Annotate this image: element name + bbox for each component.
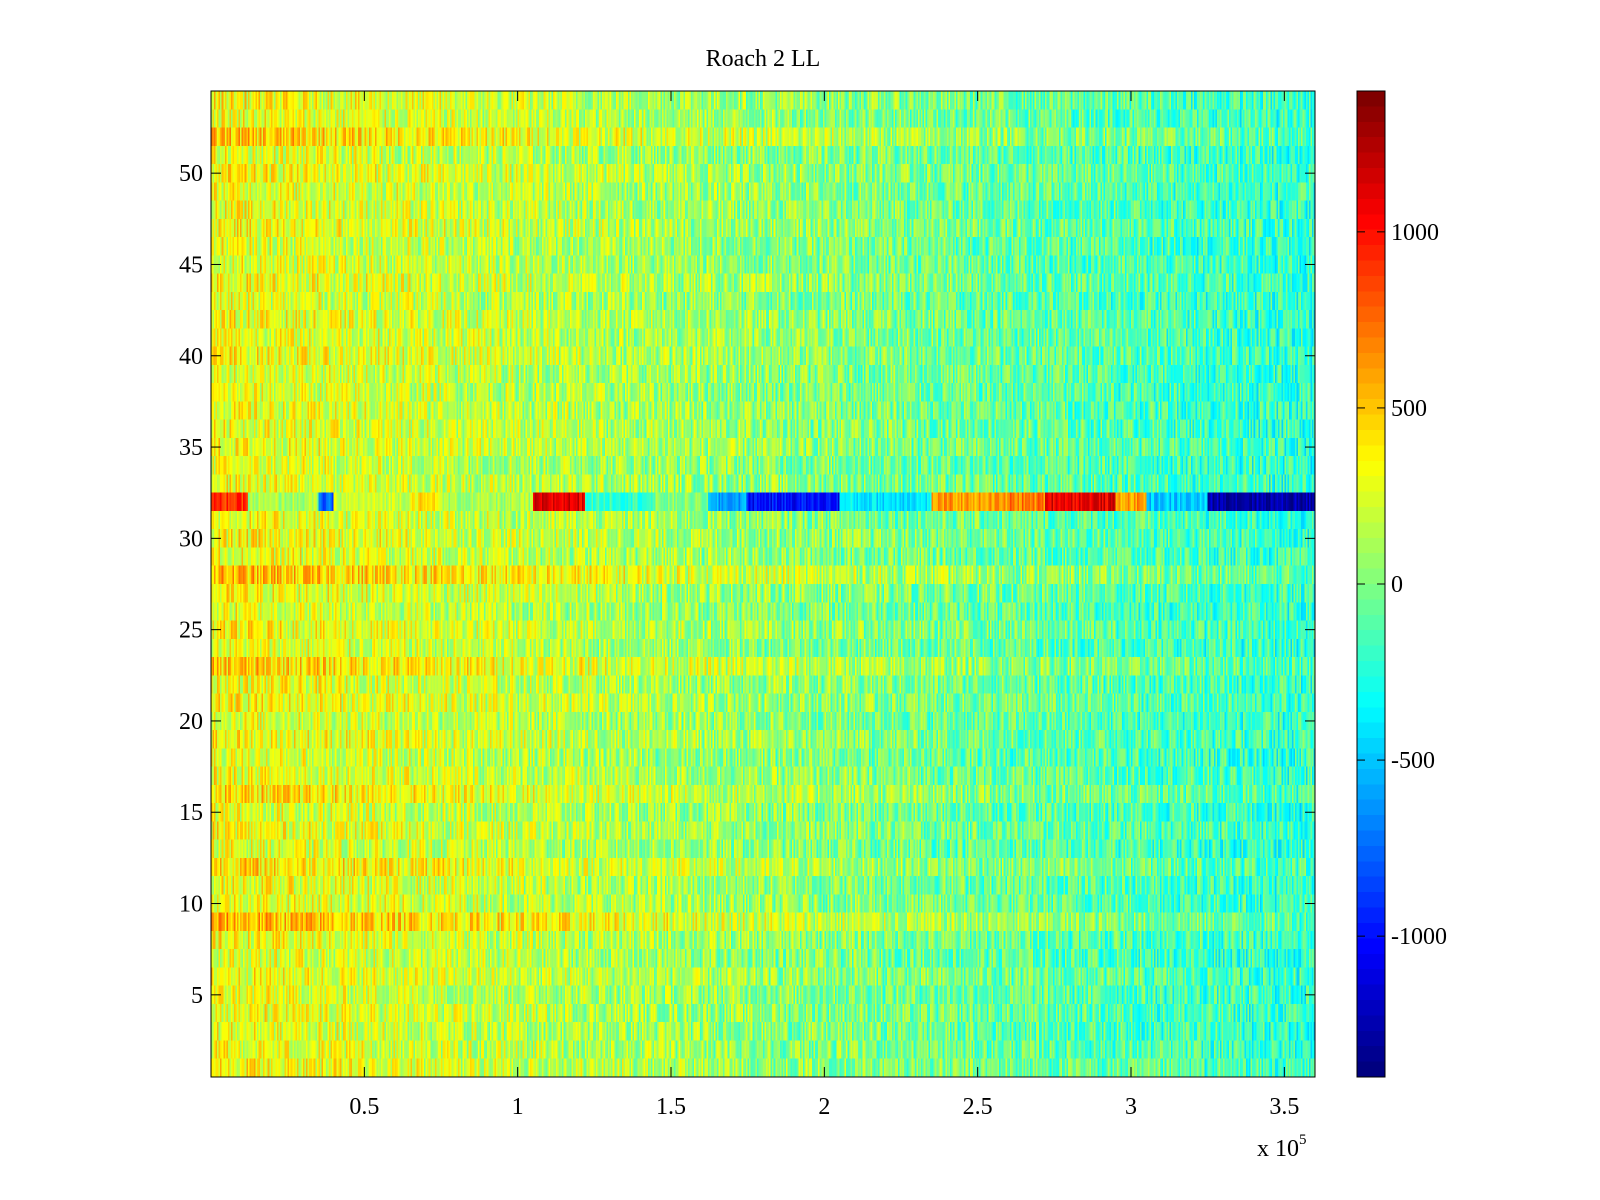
x-multiplier-exponent: 5: [1299, 1132, 1307, 1148]
x-tick-label: 2: [818, 1094, 830, 1120]
y-tick-label: 20: [179, 709, 203, 735]
y-tick-label: 30: [179, 526, 203, 552]
chart-title: Roach 2 LL: [706, 46, 821, 72]
x-tick-label: 2.5: [963, 1094, 993, 1120]
y-tick-label: 5: [191, 983, 203, 1009]
colorbar-axis: 1000 500 0 -500 -1000: [1357, 220, 1447, 950]
x-multiplier-base: x 10: [1257, 1136, 1299, 1162]
plot-frame: [210, 90, 1316, 1078]
x-tick-label: 3.5: [1269, 1094, 1299, 1120]
x-tick-label: 1.5: [656, 1094, 686, 1120]
x-tick-label: 0.5: [349, 1094, 379, 1120]
y-tick-label: 10: [179, 892, 203, 918]
x-tick-label: 1: [512, 1094, 524, 1120]
y-tick-label: 35: [179, 435, 203, 461]
x-tick-label: 3: [1125, 1094, 1137, 1120]
y-tick-label: 40: [179, 344, 203, 370]
colorbar-tick-label: 0: [1391, 572, 1403, 598]
colorbar-tick-label: -500: [1391, 748, 1435, 774]
colorbar-tick-label: -1000: [1391, 924, 1447, 950]
heatmap-image: [211, 91, 1315, 1077]
y-tick-label: 45: [179, 252, 203, 278]
y-tick-label: 15: [179, 800, 203, 826]
y-tick-label: 25: [179, 618, 203, 644]
y-tick-label: 50: [179, 161, 203, 187]
x-multiplier-label: x 105: [1257, 1132, 1307, 1162]
x-axis: 0.5 1 1.5 2 2.5 3 3.5: [349, 91, 1299, 1120]
colorbar-tick-label: 500: [1391, 396, 1427, 422]
colorbar-tick-label: 1000: [1391, 220, 1439, 246]
y-axis: 5 10 15 20 25 30 35 40 45 50: [179, 161, 1315, 1009]
